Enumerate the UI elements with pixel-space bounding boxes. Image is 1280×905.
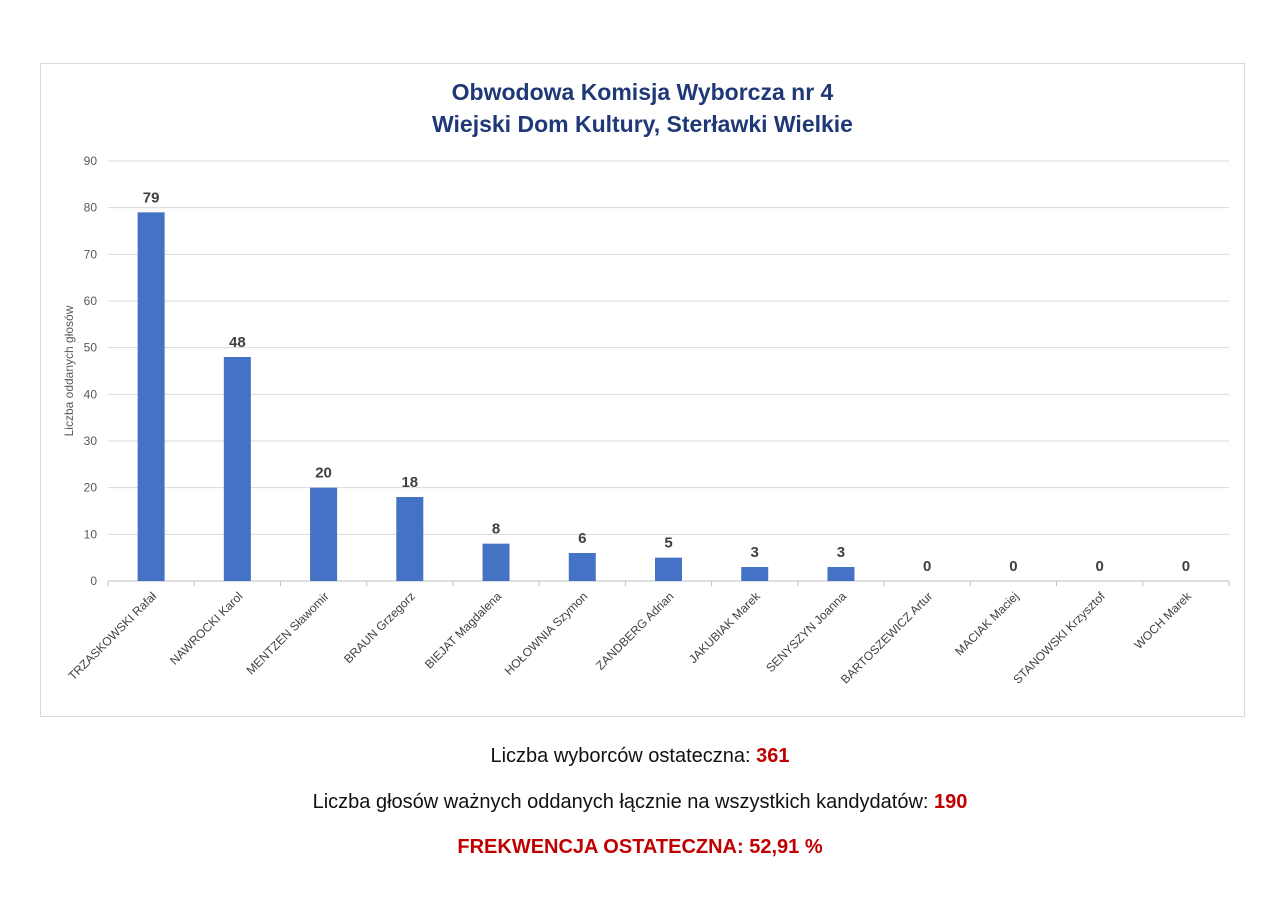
voters-count-value: 361 — [756, 745, 790, 767]
y-axis-label: Liczba oddanych głosów — [62, 305, 76, 436]
y-tick-label: 70 — [84, 247, 98, 261]
voters-count-label: Liczba wyborców ostateczna: — [490, 745, 757, 767]
x-tick-label: BIEJAT Magdalena — [422, 589, 504, 671]
bar — [655, 557, 682, 581]
data-label: 8 — [492, 521, 500, 538]
x-tick-label: ZANDBERG Adrian — [593, 589, 676, 672]
bar — [310, 487, 338, 581]
data-label: 0 — [923, 558, 931, 575]
x-tick-label: BARTOSZEWICZ Artur — [838, 589, 935, 686]
bar — [741, 567, 769, 581]
x-tick-label: NAWROCKI Karol — [167, 589, 245, 667]
valid-votes-label: Liczba głosów ważnych oddanych łącznie n… — [312, 791, 935, 813]
data-label: 0 — [1009, 558, 1017, 575]
y-tick-label: 0 — [90, 574, 97, 588]
y-tick-label: 60 — [84, 294, 98, 308]
data-label: 5 — [664, 535, 672, 552]
x-tick-label: TRZASKOWSKI Rafał — [65, 589, 159, 683]
bar — [827, 567, 855, 581]
x-tick-label: SENYSZYN Joanna — [763, 589, 849, 675]
data-label: 3 — [751, 544, 759, 561]
data-label: 20 — [315, 465, 332, 482]
turnout-text: FREKWENCJA OSTATECZNA: 52,91 % — [457, 836, 823, 858]
data-label: 48 — [229, 334, 246, 351]
chart-title-line1: Obwodowa Komisja Wyborcza nr 4 — [451, 79, 834, 105]
data-label: 3 — [837, 544, 845, 561]
valid-votes-line: Liczba głosów ważnych oddanych łącznie n… — [0, 791, 1280, 814]
y-tick-label: 40 — [84, 387, 98, 401]
bar — [223, 357, 251, 581]
y-tick-label: 80 — [84, 201, 98, 215]
y-tick-label: 20 — [84, 481, 98, 495]
x-tick-label: MACIAK Maciej — [952, 589, 1021, 658]
y-tick-label: 50 — [84, 341, 98, 355]
bar — [396, 497, 424, 581]
data-label: 6 — [578, 530, 586, 547]
data-label: 18 — [401, 474, 418, 491]
y-tick-label: 30 — [84, 434, 98, 448]
chart-title-line2: Wiejski Dom Kultury, Sterławki Wielkie — [432, 111, 853, 137]
data-label: 79 — [143, 189, 160, 206]
x-tick-label: STANOWSKI Krzysztof — [1010, 589, 1108, 687]
bar — [137, 212, 165, 582]
valid-votes-value: 190 — [934, 791, 968, 813]
chart-title: Obwodowa Komisja Wyborcza nr 4 Wiejski D… — [40, 76, 1245, 140]
voters-count-line: Liczba wyborców ostateczna: 361 — [0, 745, 1280, 768]
bar — [482, 543, 510, 581]
x-tick-label: JAKUBIAK Marek — [686, 589, 764, 667]
x-tick-label: BRAUN Grzegorz — [341, 589, 418, 666]
bar — [568, 553, 596, 581]
x-tick-label: MENTZEN Sławomir — [244, 589, 332, 677]
y-tick-label: 10 — [84, 527, 98, 541]
data-label: 0 — [1182, 558, 1190, 575]
y-tick-label: 90 — [84, 154, 98, 168]
data-label: 0 — [1095, 558, 1103, 575]
x-tick-label: HOŁOWNIA Szymon — [502, 589, 591, 678]
x-tick-label: WOCH Marek — [1131, 589, 1194, 652]
